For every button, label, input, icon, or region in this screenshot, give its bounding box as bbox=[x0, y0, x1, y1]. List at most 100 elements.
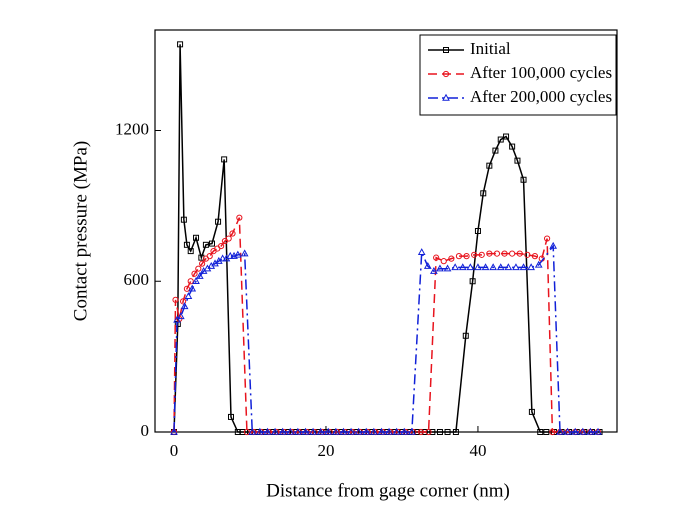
marker bbox=[187, 278, 194, 285]
marker bbox=[369, 427, 378, 435]
marker bbox=[172, 296, 179, 303]
y-tick-label: 0 bbox=[141, 421, 150, 440]
marker bbox=[294, 427, 302, 435]
marker bbox=[436, 264, 444, 272]
marker bbox=[214, 245, 221, 252]
marker bbox=[516, 250, 523, 257]
marker bbox=[524, 251, 531, 258]
marker bbox=[206, 253, 213, 260]
marker bbox=[354, 427, 363, 435]
marker bbox=[543, 235, 551, 242]
marker bbox=[187, 248, 194, 255]
marker bbox=[226, 251, 235, 259]
x-tick-label: 0 bbox=[170, 441, 179, 460]
marker bbox=[173, 315, 181, 323]
marker bbox=[233, 250, 242, 258]
marker bbox=[417, 428, 425, 436]
marker bbox=[184, 292, 193, 300]
marker bbox=[176, 312, 185, 320]
x-tick-label: 40 bbox=[469, 441, 486, 460]
marker bbox=[429, 429, 436, 435]
marker bbox=[444, 429, 451, 435]
marker bbox=[474, 228, 481, 234]
marker bbox=[509, 143, 516, 150]
marker bbox=[486, 162, 493, 169]
marker bbox=[377, 427, 386, 435]
marker bbox=[514, 157, 521, 164]
y-tick-label: 1200 bbox=[115, 119, 149, 138]
marker bbox=[407, 427, 416, 435]
marker bbox=[543, 429, 550, 435]
marker bbox=[218, 242, 225, 250]
marker bbox=[594, 427, 602, 435]
marker bbox=[497, 136, 504, 143]
marker bbox=[183, 241, 190, 248]
marker bbox=[271, 427, 279, 435]
marker bbox=[208, 240, 215, 247]
marker bbox=[195, 265, 202, 272]
marker bbox=[180, 298, 187, 305]
marker bbox=[339, 427, 348, 435]
marker bbox=[489, 263, 497, 271]
marker bbox=[528, 408, 535, 415]
legend-label: Initial bbox=[470, 39, 511, 58]
marker bbox=[451, 263, 459, 271]
marker bbox=[392, 427, 401, 435]
marker bbox=[462, 332, 469, 339]
marker bbox=[248, 427, 257, 435]
marker bbox=[469, 278, 476, 285]
marker bbox=[452, 429, 459, 435]
x-axis-title: Distance from gage corner (nm) bbox=[266, 480, 510, 501]
marker bbox=[180, 302, 189, 310]
marker bbox=[512, 263, 520, 271]
marker bbox=[481, 263, 490, 271]
marker bbox=[571, 427, 580, 435]
marker bbox=[578, 427, 587, 435]
series bbox=[170, 241, 602, 435]
legend: Initial After 100,000 cycles After 200,000… bbox=[419, 34, 617, 116]
marker bbox=[463, 253, 470, 260]
marker bbox=[256, 427, 264, 435]
marker bbox=[243, 428, 251, 436]
marker bbox=[177, 41, 184, 48]
marker bbox=[493, 250, 501, 257]
marker bbox=[509, 250, 516, 257]
marker bbox=[471, 251, 478, 258]
marker bbox=[309, 427, 317, 435]
marker bbox=[170, 427, 178, 435]
marker bbox=[440, 258, 447, 265]
marker bbox=[199, 260, 206, 267]
legend-box bbox=[419, 34, 617, 116]
marker bbox=[417, 248, 426, 256]
marker bbox=[478, 251, 485, 258]
marker bbox=[188, 284, 197, 292]
marker bbox=[501, 250, 508, 257]
marker bbox=[286, 427, 295, 435]
marker bbox=[563, 427, 572, 435]
marker bbox=[227, 413, 234, 420]
marker bbox=[425, 428, 432, 436]
marker bbox=[436, 429, 443, 435]
marker bbox=[504, 263, 513, 271]
marker bbox=[556, 427, 564, 435]
marker bbox=[442, 70, 450, 78]
marker bbox=[263, 427, 272, 435]
marker bbox=[202, 241, 209, 248]
marker bbox=[466, 263, 475, 271]
marker bbox=[218, 254, 227, 262]
marker bbox=[183, 285, 191, 292]
marker bbox=[527, 263, 535, 271]
marker bbox=[331, 427, 340, 435]
marker bbox=[385, 427, 393, 435]
marker bbox=[534, 260, 543, 268]
marker bbox=[400, 427, 409, 435]
marker bbox=[458, 263, 467, 271]
marker bbox=[503, 133, 510, 140]
marker bbox=[443, 264, 452, 272]
marker bbox=[362, 427, 371, 435]
marker bbox=[549, 428, 556, 436]
marker bbox=[225, 235, 232, 242]
marker bbox=[301, 427, 310, 435]
marker bbox=[520, 176, 527, 183]
